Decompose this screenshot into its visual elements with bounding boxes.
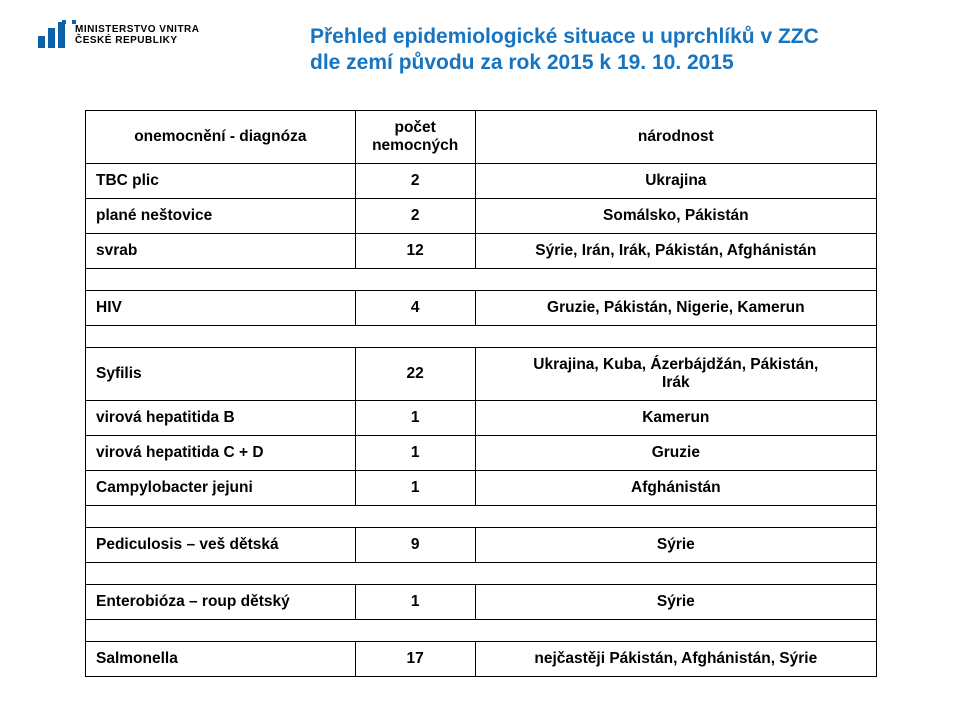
- ministry-logo: MINISTERSTVO VNITRA ČESKÉ REPUBLIKY: [38, 22, 200, 48]
- cell-nationality: nejčastěji Pákistán, Afghánistán, Sýrie: [475, 642, 876, 677]
- logo-text: MINISTERSTVO VNITRA ČESKÉ REPUBLIKY: [75, 24, 200, 47]
- table-row: Campylobacter jejuni1Afghánistán: [86, 471, 877, 506]
- cell-count: 4: [355, 291, 475, 326]
- cell-nationality: Sýrie: [475, 585, 876, 620]
- header-nationality: národnost: [475, 111, 876, 164]
- cell-count: 2: [355, 164, 475, 199]
- cell-count: 1: [355, 585, 475, 620]
- title-line1: Přehled epidemiologické situace u uprchl…: [310, 24, 890, 50]
- table-row: [86, 269, 877, 291]
- table-row: Syfilis22Ukrajina, Kuba, Ázerbájdžán, Pá…: [86, 348, 877, 401]
- header-count-line2: nemocných: [366, 137, 465, 155]
- table-row: [86, 506, 877, 528]
- cell-count: 22: [355, 348, 475, 401]
- cell-diagnosis: virová hepatitida C + D: [86, 436, 356, 471]
- epidemiology-table: onemocnění - diagnóza počet nemocných ná…: [85, 110, 877, 677]
- cell-diagnosis: HIV: [86, 291, 356, 326]
- page-title: Přehled epidemiologické situace u uprchl…: [310, 24, 890, 77]
- header-count-line1: počet: [366, 119, 465, 137]
- title-line2: dle zemí původu za rok 2015 k 19. 10. 20…: [310, 50, 890, 76]
- spacer-cell: [86, 563, 877, 585]
- spacer-cell: [86, 506, 877, 528]
- cell-diagnosis: Salmonella: [86, 642, 356, 677]
- cell-diagnosis: Syfilis: [86, 348, 356, 401]
- cell-count: 12: [355, 234, 475, 269]
- logo-line1: MINISTERSTVO VNITRA: [75, 24, 200, 36]
- logo-line2: ČESKÉ REPUBLIKY: [75, 35, 200, 47]
- table-row: Enterobióza – roup dětský1Sýrie: [86, 585, 877, 620]
- table-row: [86, 326, 877, 348]
- cell-nationality: Kamerun: [475, 401, 876, 436]
- spacer-cell: [86, 269, 877, 291]
- cell-diagnosis: plané neštovice: [86, 199, 356, 234]
- table-row: Salmonella17nejčastěji Pákistán, Afgháni…: [86, 642, 877, 677]
- header-diagnosis: onemocnění - diagnóza: [86, 111, 356, 164]
- cell-count: 1: [355, 401, 475, 436]
- cell-nat-line1: Ukrajina, Kuba, Ázerbájdžán, Pákistán,: [486, 356, 866, 374]
- table-row: TBC plic2Ukrajina: [86, 164, 877, 199]
- cell-count: 9: [355, 528, 475, 563]
- cell-count: 2: [355, 199, 475, 234]
- cell-count: 1: [355, 436, 475, 471]
- cell-count: 17: [355, 642, 475, 677]
- cell-diagnosis: virová hepatitida B: [86, 401, 356, 436]
- cell-nationality: Ukrajina: [475, 164, 876, 199]
- header-count: počet nemocných: [355, 111, 475, 164]
- table-row: Pediculosis – veš dětská9Sýrie: [86, 528, 877, 563]
- cell-nationality: Sýrie: [475, 528, 876, 563]
- table-header-row: onemocnění - diagnóza počet nemocných ná…: [86, 111, 877, 164]
- table-row: [86, 563, 877, 585]
- spacer-cell: [86, 620, 877, 642]
- table-row: virová hepatitida C + D1Gruzie: [86, 436, 877, 471]
- spacer-cell: [86, 326, 877, 348]
- table-row: svrab12Sýrie, Irán, Irák, Pákistán, Afgh…: [86, 234, 877, 269]
- cell-diagnosis: Campylobacter jejuni: [86, 471, 356, 506]
- cell-diagnosis: TBC plic: [86, 164, 356, 199]
- logo-bars-icon: [38, 22, 65, 48]
- cell-nationality: Afghánistán: [475, 471, 876, 506]
- table-row: plané neštovice2Somálsko, Pákistán: [86, 199, 877, 234]
- cell-nationality: Somálsko, Pákistán: [475, 199, 876, 234]
- cell-diagnosis: svrab: [86, 234, 356, 269]
- cell-nationality: Gruzie, Pákistán, Nigerie, Kamerun: [475, 291, 876, 326]
- table-row: [86, 620, 877, 642]
- table-row: HIV4Gruzie, Pákistán, Nigerie, Kamerun: [86, 291, 877, 326]
- cell-nat-line2: Irák: [486, 374, 866, 392]
- cell-nationality: Gruzie: [475, 436, 876, 471]
- cell-nationality: Sýrie, Irán, Irák, Pákistán, Afghánistán: [475, 234, 876, 269]
- cell-diagnosis: Pediculosis – veš dětská: [86, 528, 356, 563]
- cell-count: 1: [355, 471, 475, 506]
- epidemiology-table-wrap: onemocnění - diagnóza počet nemocných ná…: [85, 110, 877, 677]
- table-body: TBC plic2Ukrajinaplané neštovice2Somálsk…: [86, 164, 877, 677]
- cell-diagnosis: Enterobióza – roup dětský: [86, 585, 356, 620]
- table-row: virová hepatitida B1Kamerun: [86, 401, 877, 436]
- cell-nationality: Ukrajina, Kuba, Ázerbájdžán, Pákistán,Ir…: [475, 348, 876, 401]
